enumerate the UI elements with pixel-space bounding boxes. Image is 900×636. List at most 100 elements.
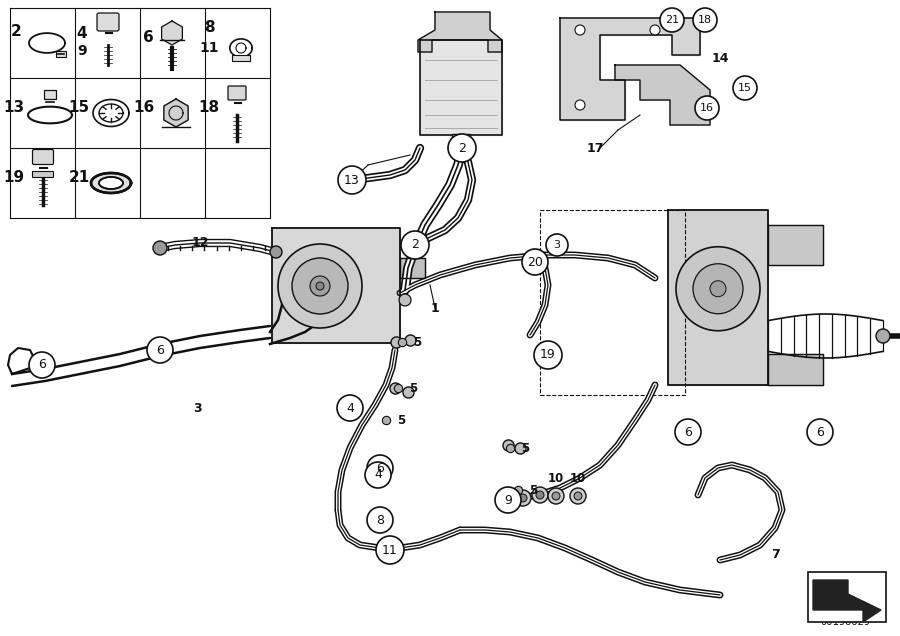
Polygon shape	[560, 18, 700, 120]
Text: 18: 18	[698, 15, 712, 25]
Bar	[44, 90, 56, 99]
Circle shape	[534, 341, 562, 369]
Circle shape	[693, 264, 743, 314]
Polygon shape	[768, 354, 823, 385]
FancyBboxPatch shape	[228, 86, 246, 100]
Text: 6: 6	[816, 425, 824, 438]
Text: 16: 16	[700, 103, 714, 113]
Polygon shape	[91, 173, 131, 193]
Text: 2: 2	[458, 141, 466, 155]
Bar	[232, 55, 250, 61]
Circle shape	[675, 419, 701, 445]
Text: 11: 11	[199, 41, 219, 55]
Bar	[56, 51, 66, 57]
Text: 8: 8	[376, 513, 384, 527]
Text: 6: 6	[684, 425, 692, 438]
Circle shape	[532, 487, 548, 503]
Text: 5: 5	[397, 413, 405, 427]
Circle shape	[650, 25, 660, 35]
Polygon shape	[420, 40, 502, 135]
Circle shape	[376, 536, 404, 564]
Circle shape	[29, 352, 55, 378]
Text: 13: 13	[4, 100, 24, 116]
Bar	[808, 572, 886, 622]
Circle shape	[575, 100, 585, 110]
Polygon shape	[162, 21, 183, 45]
Text: 19: 19	[540, 349, 556, 361]
Circle shape	[310, 276, 330, 296]
Polygon shape	[400, 258, 425, 278]
Bar	[452, 134, 470, 148]
Text: 5: 5	[409, 382, 417, 394]
Text: 4: 4	[374, 469, 382, 481]
Text: 9: 9	[504, 494, 512, 506]
Text: 20: 20	[527, 256, 543, 268]
Circle shape	[548, 488, 564, 504]
Text: 9: 9	[77, 44, 86, 58]
Polygon shape	[813, 580, 881, 622]
Circle shape	[693, 8, 717, 32]
FancyBboxPatch shape	[32, 172, 53, 177]
FancyBboxPatch shape	[97, 13, 119, 31]
Text: 15: 15	[68, 100, 90, 116]
Bar	[540, 210, 685, 395]
Text: 1: 1	[430, 301, 439, 314]
Circle shape	[270, 246, 282, 258]
Circle shape	[365, 462, 391, 488]
Circle shape	[695, 96, 719, 120]
Circle shape	[733, 76, 757, 100]
Text: 10: 10	[548, 471, 564, 485]
Text: 6: 6	[376, 462, 384, 474]
Circle shape	[399, 294, 411, 306]
Text: 21: 21	[665, 15, 680, 25]
Circle shape	[552, 492, 560, 500]
Polygon shape	[615, 65, 710, 125]
Circle shape	[660, 8, 684, 32]
Circle shape	[497, 490, 513, 506]
Circle shape	[338, 166, 366, 194]
Circle shape	[574, 492, 582, 500]
Text: 13: 13	[344, 174, 360, 186]
Circle shape	[448, 134, 476, 162]
Text: 4: 4	[346, 401, 354, 415]
Circle shape	[495, 487, 521, 513]
Text: 11: 11	[382, 544, 398, 556]
Text: 3: 3	[554, 240, 561, 250]
Circle shape	[519, 494, 527, 502]
Circle shape	[570, 488, 586, 504]
Text: 5: 5	[521, 441, 529, 455]
Circle shape	[876, 329, 890, 343]
Polygon shape	[272, 228, 400, 343]
Circle shape	[546, 234, 568, 256]
Text: 19: 19	[4, 170, 24, 186]
Text: 5: 5	[413, 336, 421, 349]
Circle shape	[401, 231, 429, 259]
Text: 10: 10	[570, 471, 586, 485]
Text: 15: 15	[738, 83, 752, 93]
Text: 12: 12	[191, 235, 209, 249]
Circle shape	[807, 419, 833, 445]
Circle shape	[292, 258, 348, 314]
Text: 16: 16	[133, 100, 155, 116]
Polygon shape	[418, 12, 502, 52]
Text: 21: 21	[68, 170, 90, 186]
Text: 4: 4	[76, 25, 87, 41]
Circle shape	[367, 455, 393, 481]
Text: 17: 17	[586, 141, 604, 155]
FancyBboxPatch shape	[32, 149, 53, 165]
Polygon shape	[768, 225, 823, 265]
Circle shape	[575, 25, 585, 35]
Text: 6: 6	[156, 343, 164, 357]
Circle shape	[367, 507, 393, 533]
Circle shape	[536, 491, 544, 499]
Circle shape	[278, 244, 362, 328]
Text: 8: 8	[203, 20, 214, 36]
Text: 18: 18	[198, 100, 220, 116]
Circle shape	[522, 249, 548, 275]
Circle shape	[515, 490, 531, 506]
Polygon shape	[164, 99, 188, 127]
Text: 5: 5	[529, 483, 537, 497]
Circle shape	[676, 247, 760, 331]
Text: 7: 7	[770, 548, 779, 562]
Circle shape	[710, 280, 726, 297]
